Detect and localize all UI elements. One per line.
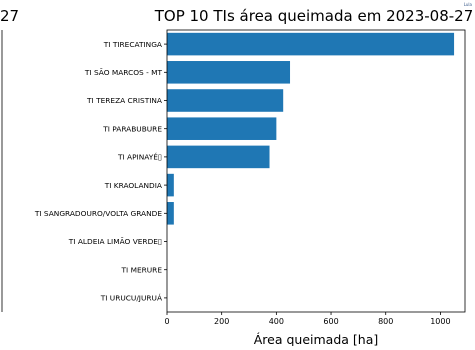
y-tick-label: TI ALDEIA LIMÃO VERDE▯ bbox=[68, 237, 162, 246]
x-tick-label: 800 bbox=[378, 317, 393, 326]
bar bbox=[167, 89, 284, 112]
x-axis-label: Área queimada [ha] bbox=[254, 332, 379, 346]
y-tick-label: TI TIRECATINGA bbox=[103, 40, 162, 49]
y-tick-label: TI URUCU/JURUÁ bbox=[100, 294, 162, 303]
bar bbox=[167, 202, 174, 225]
bar bbox=[167, 173, 174, 197]
left-panel-title-fragment: 27 bbox=[0, 7, 19, 25]
y-tick-label: TI MERURE bbox=[121, 265, 163, 274]
plot-frame bbox=[166, 29, 466, 313]
bar bbox=[167, 61, 291, 84]
y-tick-label: TI SÃO MARCOS - MT bbox=[84, 68, 163, 77]
y-tick-label: TI PARABUBURE bbox=[102, 124, 162, 133]
bar bbox=[167, 145, 270, 169]
chart-title: TOP 10 TIs área queimada em 2023-08-27 bbox=[154, 7, 474, 25]
x-tick-label: 0 bbox=[164, 317, 169, 326]
y-tick-label: TI APINAYÉ▯ bbox=[117, 153, 162, 162]
y-tick-label: TI SANGRADOURO/VOLTA GRANDE bbox=[34, 209, 162, 218]
x-tick-label: 200 bbox=[214, 317, 229, 326]
y-tick-label: TI KRAOLANDIA bbox=[104, 181, 162, 190]
x-tick-label: 600 bbox=[323, 317, 338, 326]
y-tick-label: TI TEREZA CRISTINA bbox=[86, 96, 162, 105]
corner-mark: Lula bbox=[464, 2, 473, 7]
bar bbox=[167, 32, 455, 56]
bar bbox=[167, 117, 277, 140]
plot-area: TI TIRECATINGA TI SÃO MARCOS - MT TI TEREZ… bbox=[34, 29, 466, 326]
x-tick-label: 400 bbox=[269, 317, 284, 326]
x-tick-label: 1000 bbox=[430, 317, 450, 326]
